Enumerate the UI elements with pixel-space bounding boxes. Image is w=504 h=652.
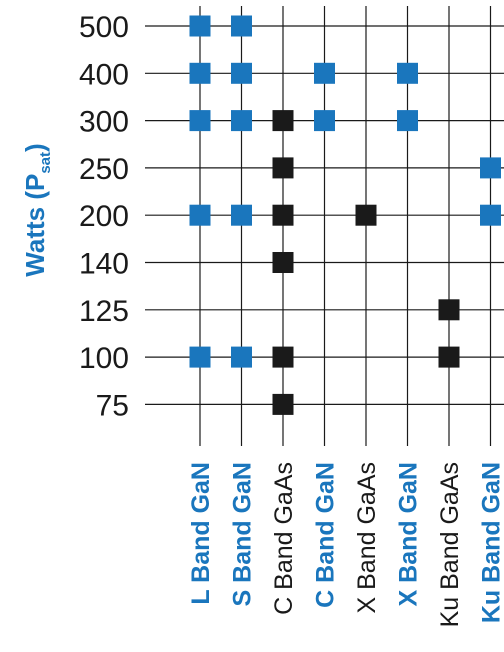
marker-ku-band-gan-250	[480, 157, 501, 179]
marker-s-band-gan-100	[231, 346, 252, 368]
marker-s-band-gan-400	[231, 62, 252, 84]
y-tick-label: 500	[79, 11, 129, 44]
x-tick-label: X Band GaN	[395, 462, 423, 606]
y-tick-label: 140	[79, 248, 129, 281]
x-tick-label: C Band GaN	[312, 462, 340, 608]
marker-c-band-gaas-200	[272, 204, 294, 226]
y-tick-label: 125	[79, 295, 129, 328]
y-tick-labels: 500 400 300 250 200 140 125 100 75	[79, 11, 129, 422]
marker-c-band-gan-300	[314, 110, 335, 132]
y-axis-label: Watts (Psat)	[20, 143, 54, 276]
marker-c-band-gaas-300	[272, 110, 294, 132]
marker-c-band-gaas-75	[272, 393, 294, 415]
x-tick-labels: L Band GaN S Band GaN C Band GaAs C Band Ga…	[187, 462, 504, 627]
marker-l-band-gan-300	[189, 110, 211, 132]
marker-ku-band-gan-200	[480, 204, 501, 226]
y-tick-label: 400	[79, 58, 129, 91]
x-tick-label: S Band GaN	[229, 462, 257, 606]
x-tick-label: C Band GaAs	[270, 462, 298, 615]
x-tick-label: L Band GaN	[187, 462, 215, 605]
marker-x-band-gaas-200	[355, 204, 377, 226]
marker-x-band-gan-400	[397, 62, 418, 84]
marker-l-band-gan-400	[189, 62, 211, 84]
marker-s-band-gan-300	[231, 110, 252, 132]
marker-ku-band-gaas-100	[438, 346, 460, 368]
marker-x-band-gan-300	[397, 110, 418, 132]
y-tick-label: 100	[79, 342, 129, 375]
y-tick-label: 250	[79, 153, 129, 186]
y-tick-label: 300	[79, 106, 129, 139]
marker-c-band-gaas-250	[272, 157, 294, 179]
y-tick-label: 200	[79, 200, 129, 233]
x-tick-label: Ku Band GaN	[478, 462, 504, 623]
marker-l-band-gan-100	[189, 346, 211, 368]
marker-c-band-gaas-140	[272, 252, 294, 273]
y-tick-label: 75	[96, 389, 129, 422]
marker-ku-band-gaas-125	[438, 299, 460, 321]
marker-l-band-gan-200	[189, 204, 211, 226]
marker-s-band-gan-500	[231, 15, 252, 37]
marker-l-band-gan-500	[189, 15, 211, 37]
marker-s-band-gan-200	[231, 204, 252, 226]
x-tick-label: X Band GaAs	[353, 462, 381, 613]
marker-c-band-gaas-100	[272, 346, 294, 368]
marker-layer	[189, 15, 501, 415]
x-tick-label: Ku Band GaAs	[436, 462, 464, 627]
marker-c-band-gan-400	[314, 62, 335, 84]
